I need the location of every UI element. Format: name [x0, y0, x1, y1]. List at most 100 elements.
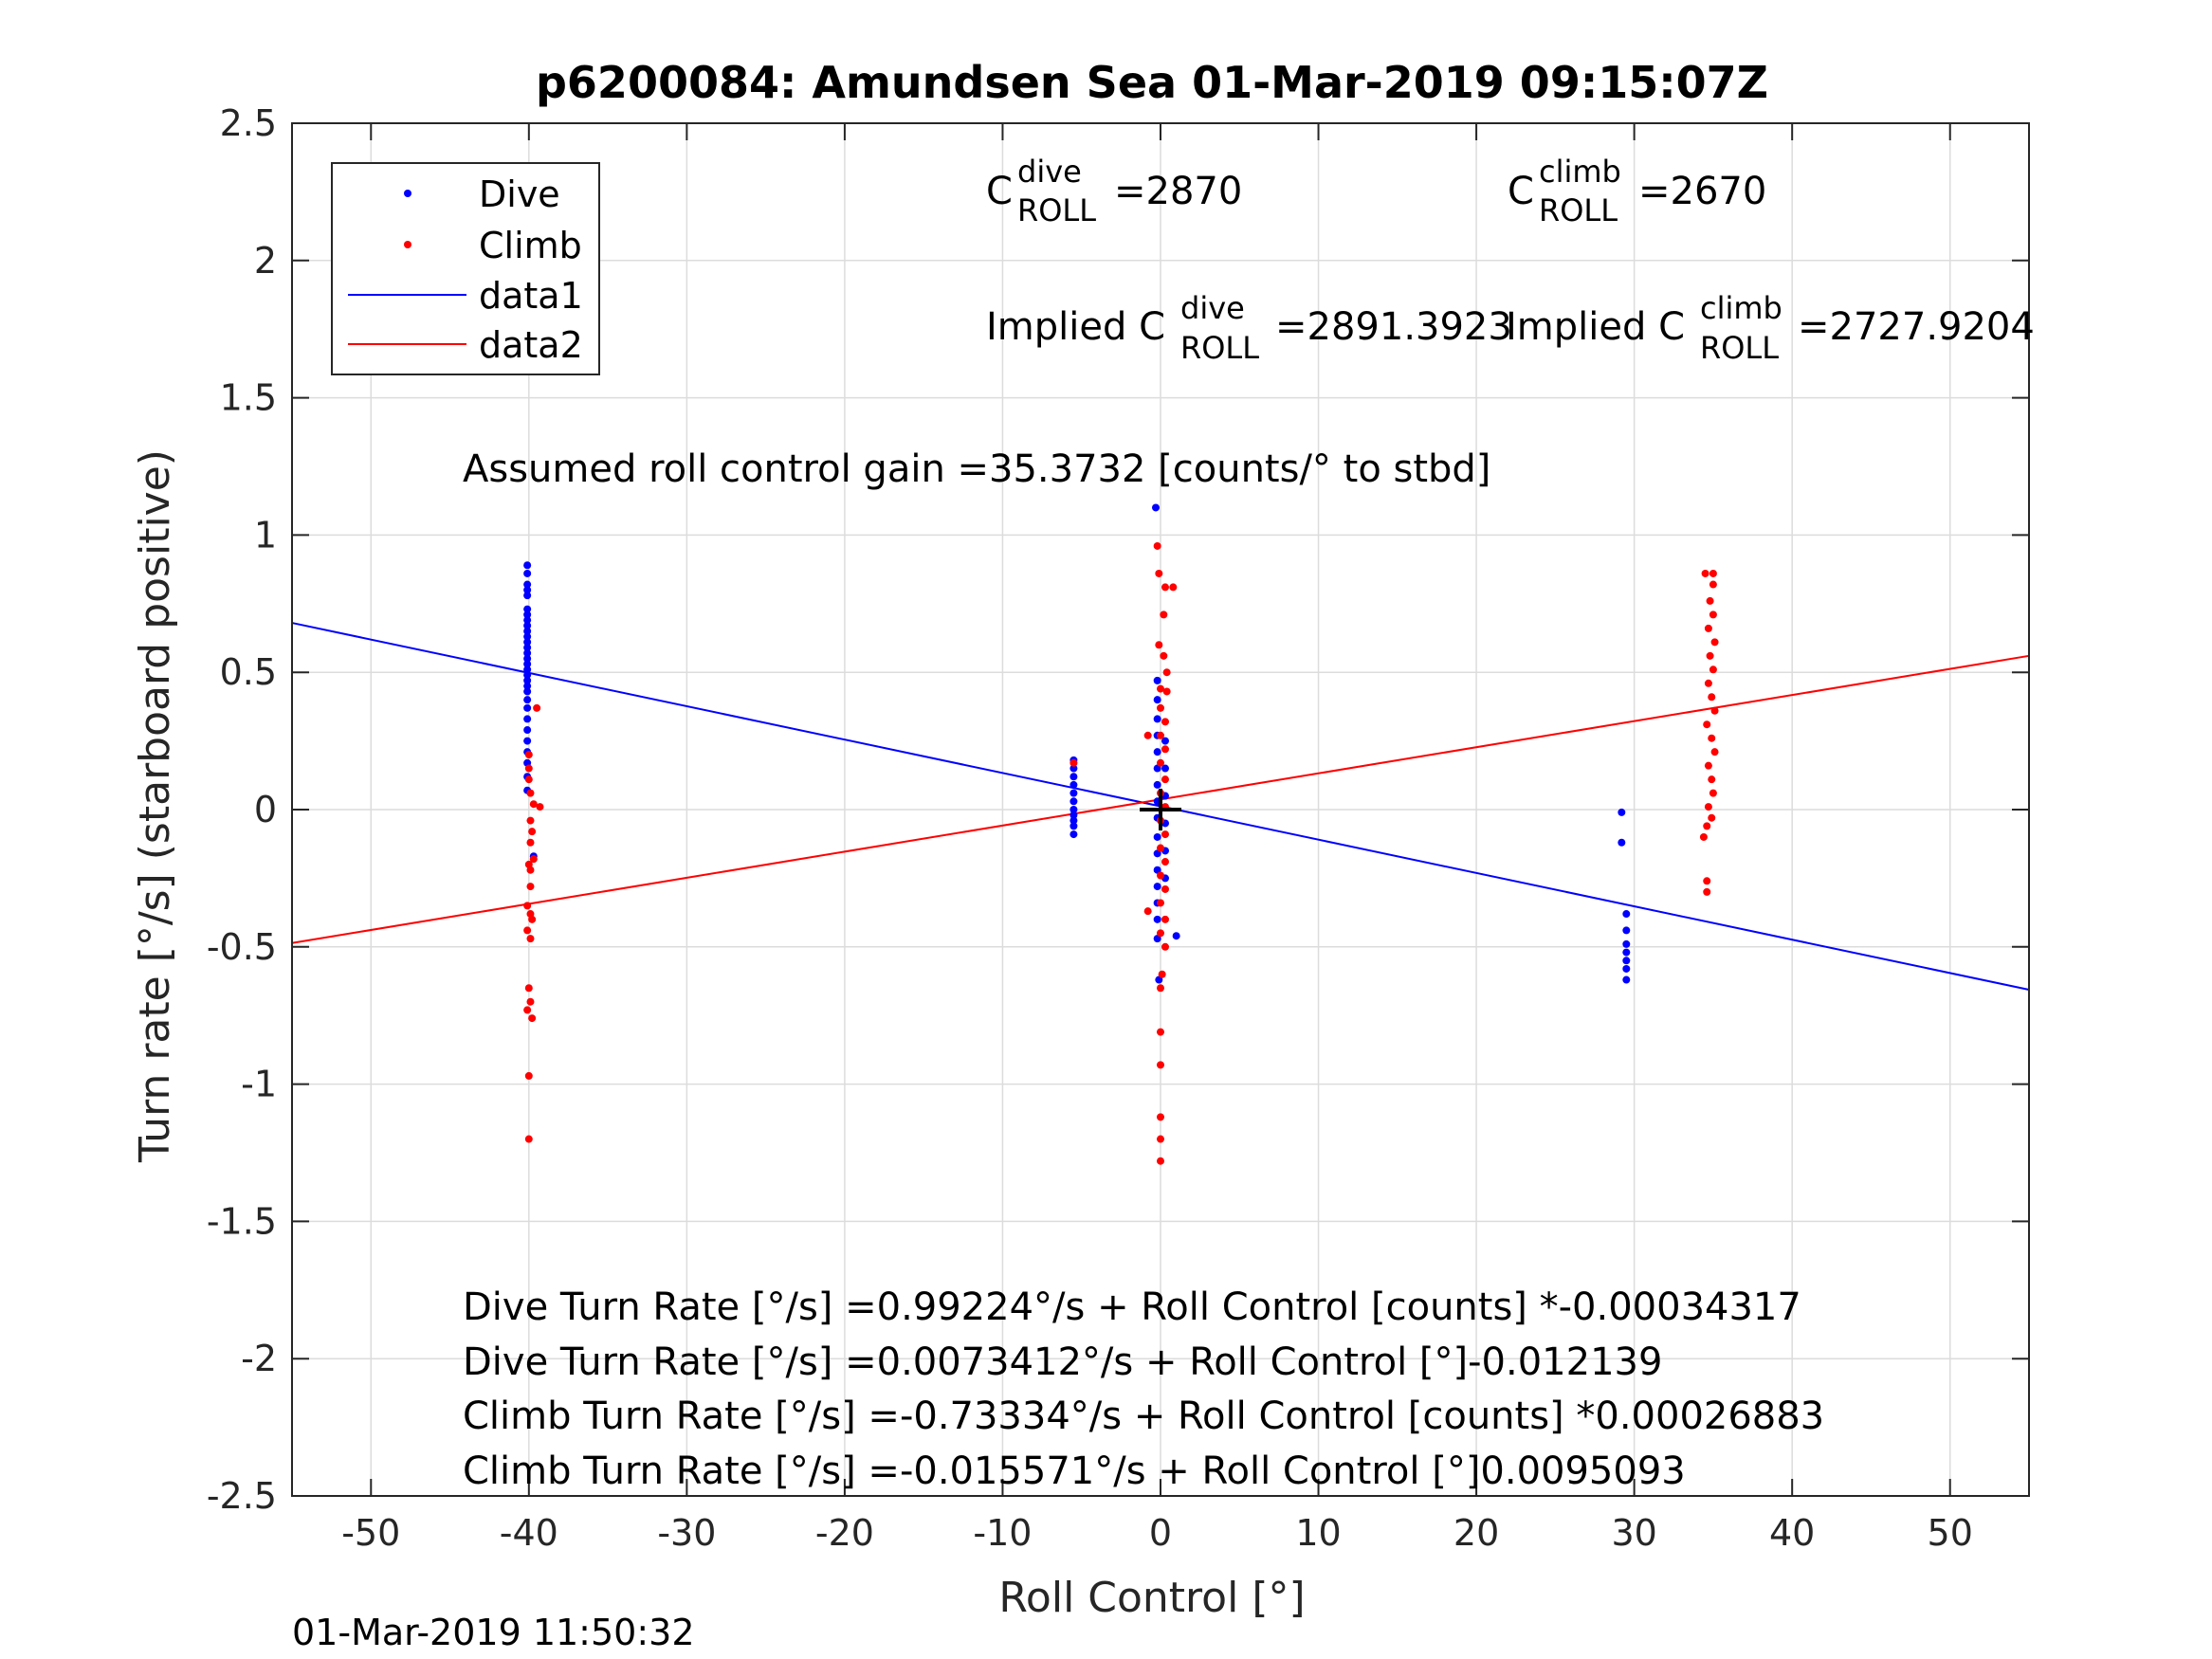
implied-c-climb-annotation: Implied C climb ROLL =2727.9204 [1506, 290, 2035, 366]
climb-point [1157, 703, 1164, 712]
climb-point [1161, 915, 1169, 923]
dive-point [523, 687, 532, 696]
axis-ticks [292, 122, 2029, 1497]
climb-point [1157, 1061, 1164, 1069]
dive-point [523, 632, 532, 641]
dive-point [1069, 764, 1078, 773]
legend-dive-label: Dive [479, 173, 560, 215]
climb-point [536, 803, 544, 811]
dive-point [523, 569, 532, 577]
climb-point [1701, 569, 1709, 577]
dive-point [1069, 773, 1078, 781]
dive-point [1622, 910, 1631, 919]
climb-point [1708, 693, 1716, 702]
climb-point [526, 935, 535, 943]
climb-point [1709, 665, 1717, 674]
dive-point [1069, 816, 1078, 825]
climb-point [1157, 984, 1164, 993]
x-tick-label: -20 [815, 1512, 874, 1554]
climb-point [526, 883, 535, 891]
climb-point [1709, 569, 1717, 577]
dive-point [1622, 975, 1631, 984]
climb-point [1161, 775, 1169, 784]
climb-point [1710, 638, 1719, 647]
x-tick-label: 30 [1611, 1512, 1656, 1554]
y-axis-label: Turn rate [°/s] (starboard positive) [131, 449, 179, 1163]
climb-point [1709, 611, 1717, 619]
timestamp: 01-Mar-2019 11:50:32 [292, 1612, 695, 1653]
x-tick-label: 40 [1769, 1512, 1815, 1554]
climb-point [529, 855, 538, 864]
dive-point [1622, 948, 1631, 957]
climb-point [1155, 569, 1163, 577]
dive-point [1069, 806, 1078, 813]
dive-point [523, 621, 532, 629]
climb-point [524, 751, 533, 759]
climb-point [1704, 624, 1712, 632]
dive-point [1622, 926, 1631, 935]
y-tick-label: 1 [254, 514, 277, 556]
dive-point [1153, 849, 1161, 858]
dive-point [1153, 866, 1161, 874]
x-tick-label: -50 [341, 1512, 400, 1554]
c-dive-base: C [986, 170, 1013, 213]
legend-climb-marker [404, 241, 411, 248]
climb-point [1143, 731, 1152, 739]
c-dive-value: =2870 [1114, 170, 1242, 213]
climb-point [524, 1071, 533, 1080]
implied-climb-sub: ROLL [1700, 330, 1779, 366]
climb-point [1157, 1113, 1164, 1121]
dive-point [1153, 935, 1161, 943]
dive-point [523, 737, 532, 745]
implied-dive-prefix: Implied C [986, 305, 1165, 349]
dive-point [1153, 832, 1161, 841]
implied-dive-sub: ROLL [1180, 330, 1259, 366]
dive-point [523, 611, 532, 619]
dive-point [1069, 789, 1078, 797]
climb-point [1704, 803, 1712, 811]
legend-climb-label: Climb [479, 225, 582, 266]
climb-point [1704, 761, 1712, 770]
climb-point [1157, 844, 1164, 852]
implied-climb-prefix: Implied C [1506, 305, 1685, 349]
dive-point [1622, 957, 1631, 965]
implied-c-dive-annotation: Implied C dive ROLL =2891.3923 [986, 290, 1512, 366]
dive-point [523, 586, 532, 594]
chart-title: p6200084: Amundsen Sea 01-Mar-2019 09:15… [536, 57, 1768, 108]
dive-point [523, 654, 532, 663]
climb-point [1709, 580, 1717, 589]
dive-point [523, 660, 532, 668]
climb-point [1162, 668, 1171, 677]
climb-point [1161, 745, 1169, 754]
x-tick-label: 20 [1453, 1512, 1499, 1554]
c-climb-annotation: C climb ROLL =2670 [1508, 154, 1766, 228]
y-tick-label: -2.5 [207, 1475, 277, 1517]
climb-point [1157, 684, 1164, 693]
climb-point [526, 816, 535, 825]
legend-dive-marker [404, 190, 411, 197]
dive-point [1069, 797, 1078, 806]
dive-point [523, 726, 532, 735]
x-tick-label: 10 [1295, 1512, 1341, 1554]
legend: Dive Climb data1 data2 [331, 162, 600, 375]
climb-point [1703, 877, 1711, 885]
x-tick-label: 50 [1928, 1512, 1973, 1554]
climb-point [1160, 611, 1168, 619]
c-climb-base: C [1508, 170, 1534, 213]
dive-point [1153, 780, 1161, 789]
y-tick-label: -2 [241, 1338, 277, 1379]
dive-point [523, 682, 532, 690]
climb-point [1157, 731, 1164, 739]
legend-data2-label: data2 [479, 324, 583, 366]
climb-point [1158, 970, 1166, 978]
climb-point [1706, 596, 1714, 605]
climb-point [1161, 830, 1169, 839]
x-tick-label: 0 [1149, 1512, 1172, 1554]
x-tick-labels: -50 -40 -30 -20 -10 0 10 20 30 40 50 [341, 1512, 1973, 1554]
dive-point [523, 580, 532, 589]
climb-point [526, 866, 535, 874]
y-tick-labels: -2.5 -2 -1.5 -1 -0.5 0 0.5 1 1.5 2 2.5 [207, 102, 277, 1517]
c-climb-sup: climb [1539, 154, 1621, 190]
climb-point [1706, 651, 1714, 660]
